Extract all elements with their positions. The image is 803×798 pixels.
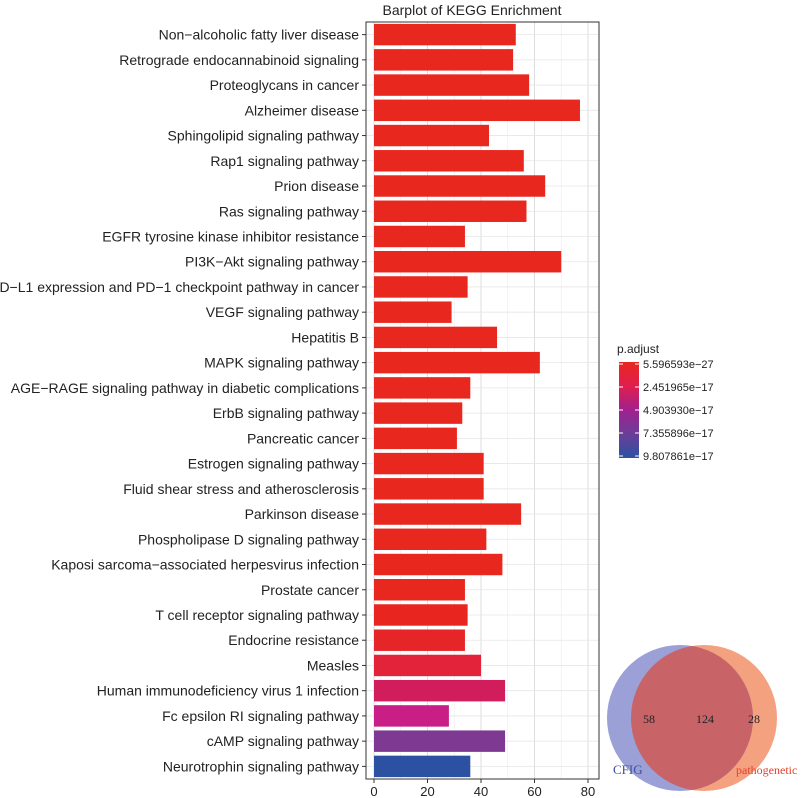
bar [374,124,490,147]
bar [374,654,481,677]
bar [374,276,468,298]
category-label: Endocrine resistance [228,632,359,648]
category-label: Hepatitis B [291,329,359,345]
venn-label-cfig: CFIG [613,762,643,777]
bar [374,301,452,323]
bar [374,528,487,551]
category-label: Neurotrophin signaling pathway [163,758,359,774]
bar [374,705,449,727]
color-legend: p.adjust 5.596593e−27 2.451965e−17 4.903930… [617,342,714,463]
bar [374,402,463,424]
category-label: Proteoglycans in cancer [210,77,360,93]
category-label: VEGF signaling pathway [206,304,359,320]
category-label: Non−alcoholic fatty liver disease [159,27,360,43]
bar [374,553,503,576]
legend-label: 9.807861e−17 [643,451,714,463]
legend-label: 5.596593e−27 [643,359,714,371]
category-label: Phospholipase D signaling pathway [138,531,359,547]
x-tick-label: 40 [474,784,488,798]
venn-diagram: 58 124 28 CFIG pathogenetic [607,645,797,791]
bar [374,579,465,601]
category-label: EGFR tyrosine kinase inhibitor resistanc… [102,228,359,244]
bar [374,427,457,450]
venn-count-overlap: 124 [696,712,714,726]
bar [374,225,465,248]
legend-label: 4.903930e−17 [643,405,714,417]
category-label: T cell receptor signaling pathway [155,607,359,623]
category-label: Retrograde endocannabinoid signaling [119,52,359,68]
bar [374,755,471,778]
bar [374,74,530,96]
bar [374,629,465,651]
category-label: Alzheimer disease [245,102,360,118]
category-label: Sphingolipid signaling pathway [168,128,359,144]
plot-panel [366,22,599,779]
category-label: Kaposi sarcoma−associated herpesvirus in… [51,557,359,573]
category-label: Pancreatic cancer [247,430,359,446]
legend-label: 2.451965e−17 [643,382,714,394]
legend-label: 7.355896e−17 [643,428,714,440]
category-label: Rap1 signaling pathway [210,153,359,169]
chart-title: Barplot of KEGG Enrichment [383,2,562,18]
category-label: AGE−RAGE signaling pathway in diabetic c… [11,380,359,396]
category-label: Human immunodeficiency virus 1 infection [97,683,359,699]
bar [374,452,484,475]
category-label: MAPK signaling pathway [204,355,359,371]
bar [374,49,514,71]
x-tick-label: 0 [370,784,377,798]
category-label: Fluid shear stress and atherosclerosis [123,481,359,497]
category-label: Ras signaling pathway [219,203,359,219]
category-label: Prion disease [274,178,359,194]
category-label: PD−L1 expression and PD−1 checkpoint pat… [0,279,359,295]
x-tick-label: 60 [527,784,541,798]
bar [374,99,580,122]
bar [374,730,506,752]
bar [374,175,546,197]
bar [374,326,498,349]
legend-colorbar [619,362,639,458]
bar [374,200,527,222]
category-label: Measles [307,657,359,673]
legend-title: p.adjust [617,342,660,356]
venn-count-pathogenetic: 28 [748,712,760,726]
category-label: Parkinson disease [245,506,360,522]
category-label: ErbB signaling pathway [213,405,359,421]
bar [374,604,468,626]
bar [374,23,516,46]
bar [374,250,562,273]
bar [374,351,540,374]
x-tick-label: 20 [420,784,434,798]
bar [374,377,471,399]
venn-count-cfig: 58 [643,712,655,726]
bar [374,679,506,702]
venn-overlap [631,645,753,791]
category-label: Prostate cancer [261,582,359,598]
plot-area: Non−alcoholic fatty liver disease Retrogr… [0,21,600,798]
category-label: PI3K−Akt signaling pathway [185,254,359,270]
category-label: Estrogen signaling pathway [188,456,359,472]
plot-border [365,21,600,780]
bar [374,150,524,172]
category-label: cAMP signaling pathway [207,733,359,749]
x-tick-label: 80 [581,784,595,798]
bar [374,503,522,525]
venn-label-pathogenetic: pathogenetic [736,763,797,777]
category-label: Fc epsilon RI signaling pathway [162,708,359,724]
bar [374,478,484,500]
